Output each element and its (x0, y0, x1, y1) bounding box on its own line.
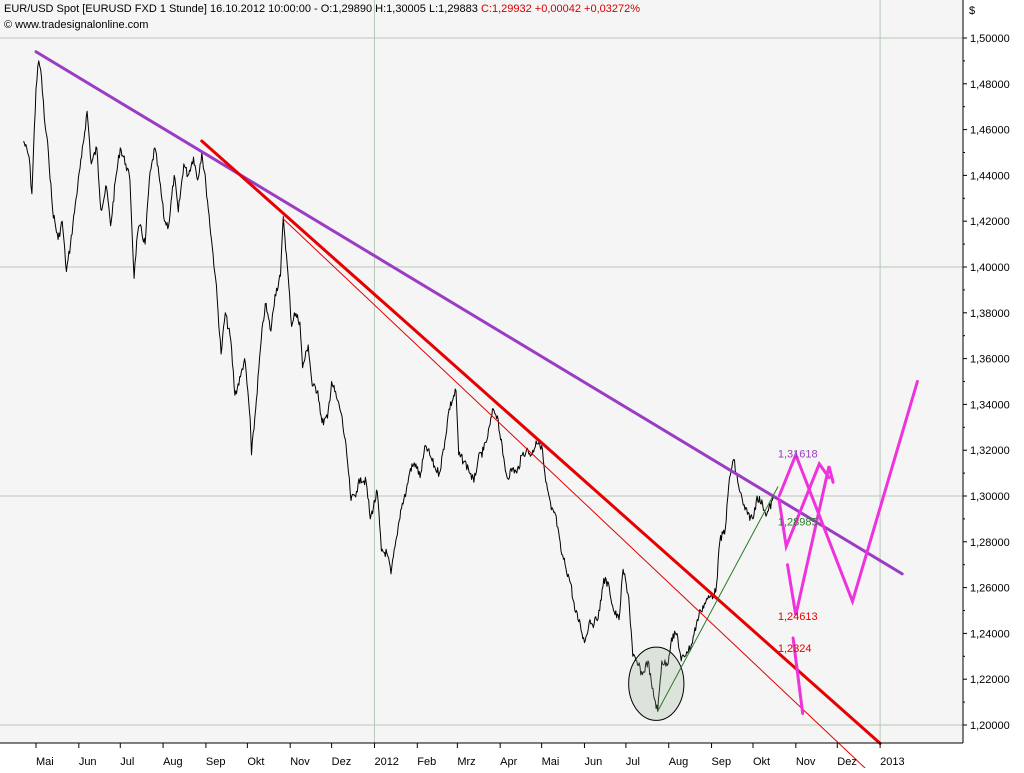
projection-path-b (777, 460, 831, 553)
x-tick-label: Okt (753, 756, 770, 768)
y-tick-label: 1,40000 (970, 262, 1010, 274)
instrument-quote: EUR/USD Spot [EURUSD FXD 1 Stunde] 16.10… (4, 3, 478, 15)
y-tick-label: 1,20000 (970, 720, 1010, 732)
copyright-notice: © www.tradesignalonline.com (4, 19, 149, 31)
x-tick-label: 2013 (880, 756, 904, 768)
x-tick-label: Mai (542, 756, 560, 768)
x-axis: Mai Jun Jul Aug Sep Okt Nov Dez 2012 Feb Mrz Apr Mai… (35, 743, 905, 768)
projection-layer (777, 380, 919, 715)
price-annotation: 1,24613 (778, 611, 818, 623)
y-tick-label: 1,34000 (970, 399, 1010, 411)
x-tick-label: Mrz (457, 756, 475, 768)
y-tick-label: 1,22000 (970, 674, 1010, 686)
trend-layer (34, 50, 904, 773)
y-tick-label: 1,48000 (970, 79, 1010, 91)
y-tick-label: 1,50000 (970, 33, 1010, 45)
y-tick-label: 1,26000 (970, 583, 1010, 595)
price-line (23, 60, 775, 712)
grid-layer (0, 0, 963, 743)
x-tick-label: Sep (712, 756, 732, 768)
x-tick-label: Jul (626, 756, 640, 768)
y-tick-label: 1,30000 (970, 491, 1010, 503)
y-tick-label: 1,28000 (970, 537, 1010, 549)
y-tick-label: 1,32000 (970, 445, 1010, 457)
x-tick-label: Okt (247, 756, 264, 768)
annotation-layer: 1,31618 1,28985 1,24613 1,2324 (778, 449, 818, 656)
y-tick-label: 1,46000 (970, 125, 1010, 137)
y-tick-label: 1,44000 (970, 170, 1010, 182)
trendline-lower-thick (200, 139, 882, 745)
x-tick-label: Apr (500, 756, 517, 768)
x-tick-label: Nov (796, 756, 816, 768)
x-tick-label: Jun (584, 756, 602, 768)
price-annotation: 1,2324 (778, 643, 812, 655)
bottom-highlight-ellipse (628, 646, 685, 721)
y-tick-label: 1,36000 (970, 354, 1010, 366)
x-tick-label: Aug (669, 756, 689, 768)
y-axis: 1,20000 1,22000 1,24000 1,26000 1,28000 1,300… (963, 33, 1010, 732)
price-annotation: 1,31618 (778, 449, 818, 461)
x-tick-label: 2012 (374, 756, 398, 768)
trendline-upper (34, 50, 904, 576)
x-tick-label: Jul (120, 756, 134, 768)
x-tick-label: Feb (417, 756, 436, 768)
price-annotation: 1,28985 (778, 517, 818, 529)
quote-header: EUR/USD Spot [EURUSD FXD 1 Stunde] 16.10… (4, 3, 640, 15)
y-tick-label: 1,38000 (970, 308, 1010, 320)
price-layer (23, 60, 775, 721)
projection-path-a (777, 380, 919, 606)
projection-path-c (786, 465, 835, 616)
x-tick-label: Jun (79, 756, 97, 768)
x-tick-label: Sep (206, 756, 226, 768)
x-tick-label: Nov (290, 756, 310, 768)
close-change: C:1,29932 +0,00042 +0,03272% (480, 3, 640, 15)
x-tick-label: Dez (837, 756, 857, 768)
trendline-support (657, 486, 779, 712)
projection-path-d (791, 636, 805, 715)
y-tick-label: 1,42000 (970, 216, 1010, 228)
x-tick-label: Dez (332, 756, 352, 768)
plot-background (0, 0, 963, 743)
trendline-lower-thin (282, 218, 872, 773)
currency-label: $ (969, 5, 975, 17)
x-tick-label: Mai (36, 756, 54, 768)
y-tick-label: 1,24000 (970, 628, 1010, 640)
x-tick-label: Aug (163, 756, 183, 768)
